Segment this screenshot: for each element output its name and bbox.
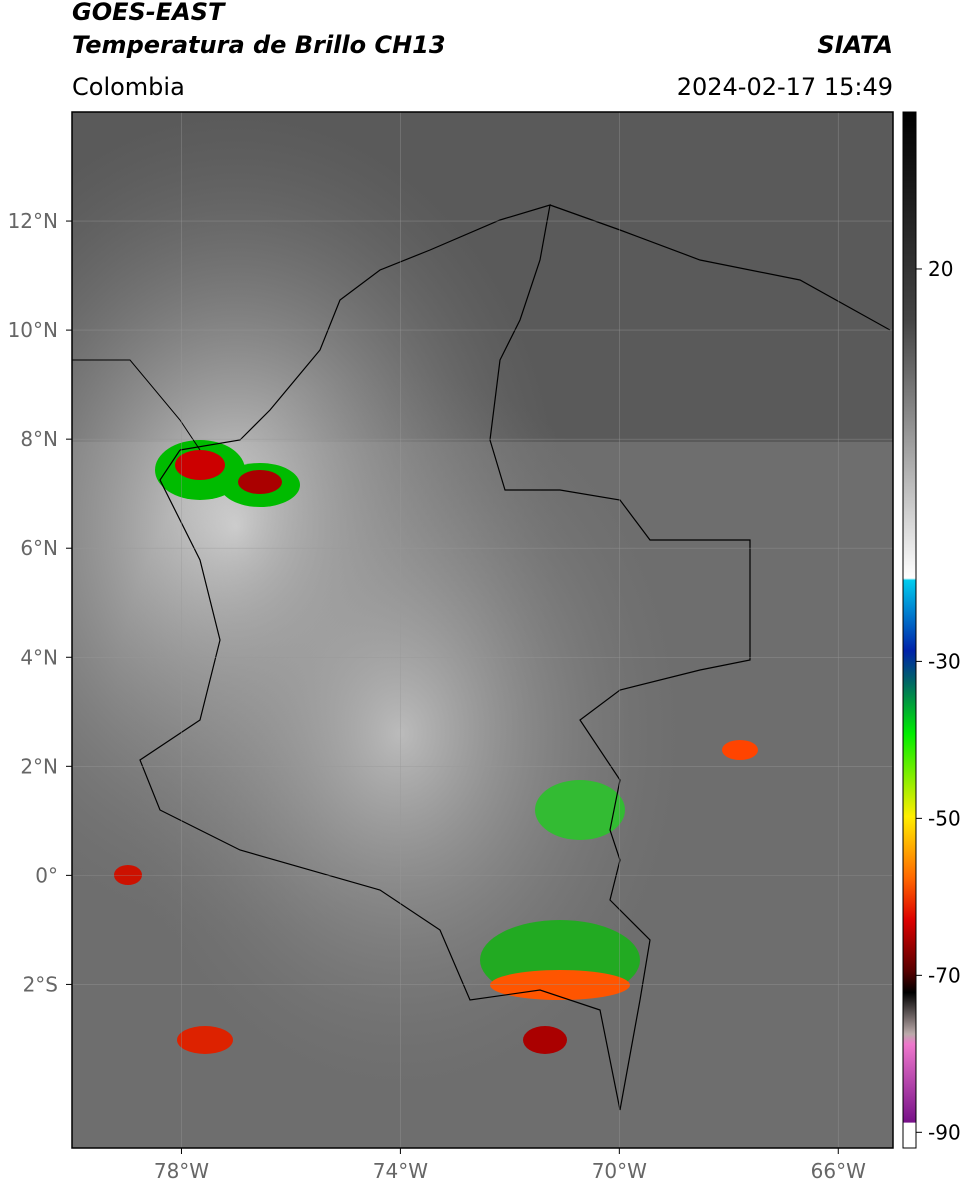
colorbar-tick-label: -50	[928, 806, 961, 830]
y-tick-label: 4°N	[20, 645, 58, 669]
satellite-image	[72, 112, 893, 1148]
colorbar	[902, 111, 917, 1149]
y-tick-label: 10°N	[8, 318, 58, 342]
y-tick-label: 0°	[35, 863, 58, 887]
x-tick-label: 70°W	[592, 1159, 647, 1183]
colorbar-tick-label: 20	[928, 257, 953, 281]
y-tick-label: 2°S	[23, 972, 58, 996]
source: SIATA	[817, 31, 893, 59]
colorbar-tick-label: -70	[928, 963, 961, 987]
x-tick-label: 78°W	[154, 1159, 209, 1183]
y-tick-label: 8°N	[20, 427, 58, 451]
map-frame	[71, 111, 894, 1149]
x-tick-label: 66°W	[811, 1159, 866, 1183]
datetime: 2024-02-17 15:49	[677, 73, 893, 101]
colorbar-tick-label: -90	[928, 1120, 961, 1144]
region: Colombia	[72, 73, 185, 101]
y-tick-label: 2°N	[20, 754, 58, 778]
subtitle: Temperatura de Brillo CH13	[72, 31, 446, 59]
y-tick-label: 6°N	[20, 536, 58, 560]
x-tick-label: 74°W	[373, 1159, 428, 1183]
title: GOES-EAST	[72, 0, 226, 26]
y-tick-label: 12°N	[8, 209, 58, 233]
colorbar-tick-label: -30	[928, 649, 961, 673]
